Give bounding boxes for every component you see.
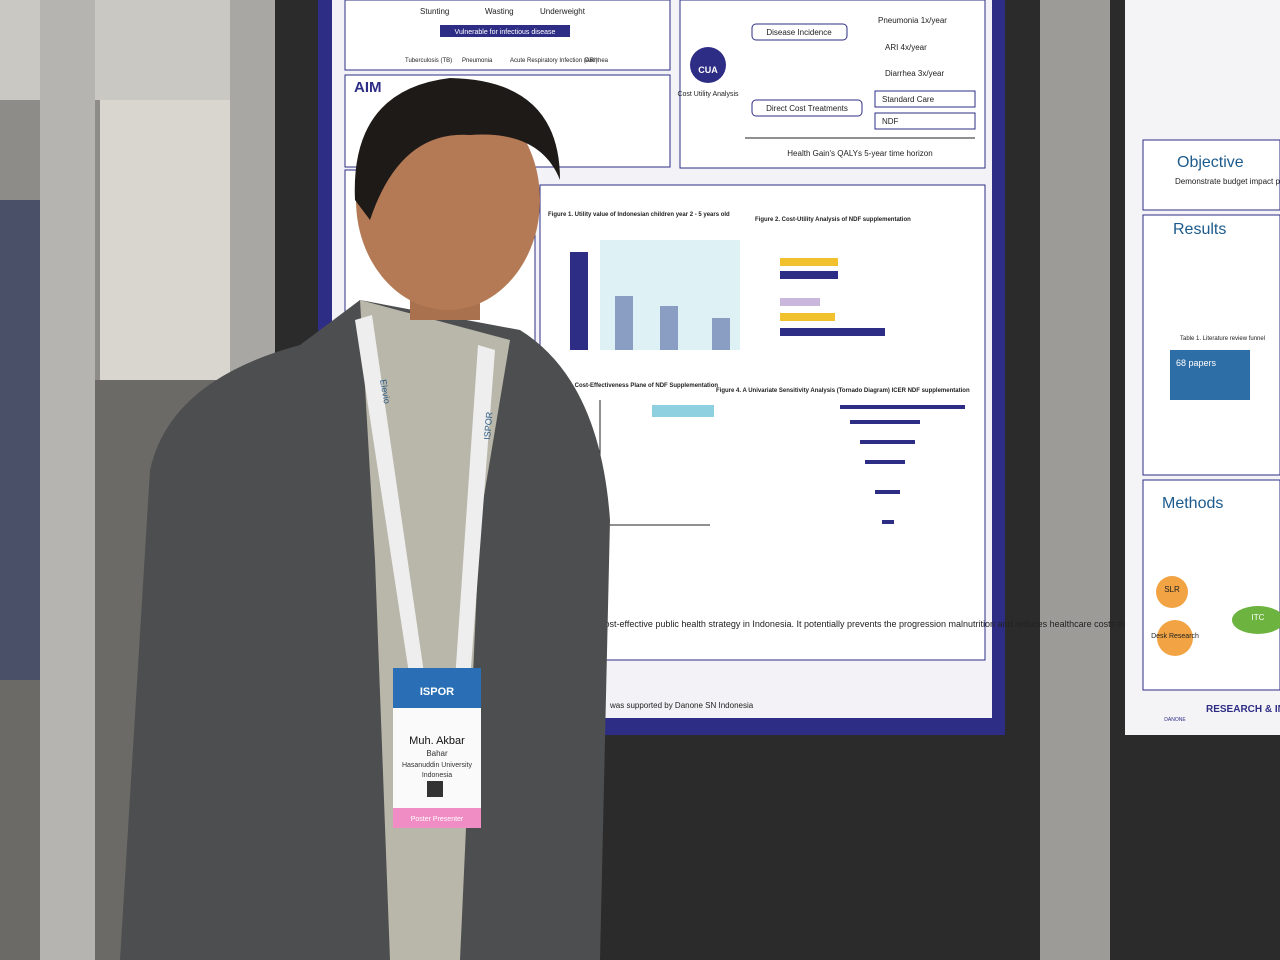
node bbox=[1156, 576, 1188, 608]
label: Stunting bbox=[420, 7, 449, 16]
hair bbox=[354, 78, 560, 220]
label: Cost Utility Analysis bbox=[677, 91, 739, 98]
label: Diarrhea 3x/year bbox=[885, 69, 944, 78]
label: Vulnerable for infectious disease bbox=[455, 29, 556, 36]
icon bbox=[690, 47, 726, 83]
logo: DANONE bbox=[1164, 717, 1186, 723]
badge-header bbox=[393, 668, 481, 708]
lanyard bbox=[455, 345, 495, 680]
label: Disease Incidence bbox=[766, 28, 832, 37]
pole bbox=[1040, 0, 1110, 960]
figure-caption: Figure 1. Utility value of Indonesian ch… bbox=[548, 212, 730, 218]
hall-window bbox=[100, 100, 240, 380]
box bbox=[751, 99, 863, 117]
heading: Methods bbox=[1162, 495, 1223, 512]
bar bbox=[780, 298, 820, 306]
banner bbox=[440, 25, 570, 37]
shade bbox=[600, 240, 740, 350]
paragraph: cost-effective public health strategy in… bbox=[600, 619, 1259, 629]
label: Acute Respiratory Infection (ARI) bbox=[510, 58, 598, 64]
badge-name: Muh. Akbar bbox=[409, 735, 465, 747]
bar bbox=[850, 420, 920, 424]
footnote: was supported by Danone SN Indonesia bbox=[609, 701, 754, 710]
label: ITC bbox=[1252, 613, 1265, 622]
lanyard-text: Elevio bbox=[378, 379, 392, 405]
label: CUA bbox=[698, 65, 718, 75]
caption: Table 1. Literature review funnel bbox=[1180, 336, 1265, 342]
pole bbox=[40, 0, 95, 960]
box bbox=[874, 90, 976, 108]
label: Wasting bbox=[485, 7, 514, 16]
bar bbox=[882, 520, 894, 524]
bar bbox=[875, 490, 900, 494]
bystander bbox=[0, 200, 40, 680]
bar bbox=[780, 258, 838, 266]
node bbox=[1232, 606, 1280, 634]
label: Tuberculosis (TB) bbox=[405, 58, 452, 64]
label: Diarrhea bbox=[585, 58, 609, 64]
badge-event: ISPOR bbox=[420, 686, 454, 698]
badge-country: Indonesia bbox=[422, 772, 452, 779]
box bbox=[874, 112, 976, 130]
heading: AIM bbox=[354, 79, 382, 96]
label: Direct Cost Treatments bbox=[766, 104, 848, 113]
bar bbox=[570, 252, 588, 350]
label: 68 papers bbox=[1176, 358, 1217, 368]
heading: Results bbox=[1173, 221, 1226, 238]
figure-caption: Figure 3. Cost-Effectiveness Plane of ND… bbox=[548, 383, 718, 389]
label: SLR bbox=[1164, 585, 1180, 594]
box bbox=[1170, 350, 1250, 400]
bar bbox=[860, 440, 915, 444]
bar bbox=[840, 405, 965, 409]
brand: RESEARCH & INNOVATION bbox=[1206, 704, 1280, 715]
figure-caption: Figure 2. Cost-Utility Analysis of NDF s… bbox=[755, 217, 911, 223]
panel bbox=[1142, 139, 1280, 211]
label: Desk Research bbox=[1151, 633, 1199, 640]
label: NDF bbox=[882, 117, 899, 126]
lanyard-text: ISPOR bbox=[482, 411, 494, 440]
label: ARI 4x/year bbox=[885, 43, 927, 52]
blazer bbox=[120, 300, 610, 960]
lanyard bbox=[355, 315, 425, 680]
bar bbox=[780, 271, 838, 279]
bar bbox=[865, 460, 905, 464]
label: Pneumonia 1x/year bbox=[878, 16, 947, 25]
box bbox=[652, 405, 714, 417]
label: Underweight bbox=[540, 7, 586, 16]
bar bbox=[780, 328, 885, 336]
qr-code bbox=[427, 781, 443, 797]
paragraph: Demonstrate budget impact patients in th… bbox=[1175, 177, 1280, 186]
node bbox=[1157, 620, 1193, 656]
badge-footer bbox=[393, 808, 481, 828]
box bbox=[751, 23, 848, 41]
label: Pneumonia bbox=[462, 58, 493, 64]
badge-surname: Bahar bbox=[426, 749, 448, 758]
figure-caption: Figure 4. A Univariate Sensitivity Analy… bbox=[716, 388, 970, 394]
bar bbox=[780, 313, 835, 321]
panel bbox=[1142, 214, 1280, 476]
badge-role: Poster Presenter bbox=[411, 816, 464, 823]
label: Standard Care bbox=[882, 95, 935, 104]
label: Health Gain's QALYs 5-year time horizon bbox=[787, 149, 932, 158]
badge-affiliation: Hasanuddin University bbox=[402, 762, 473, 769]
heading: Objective bbox=[1177, 154, 1244, 171]
